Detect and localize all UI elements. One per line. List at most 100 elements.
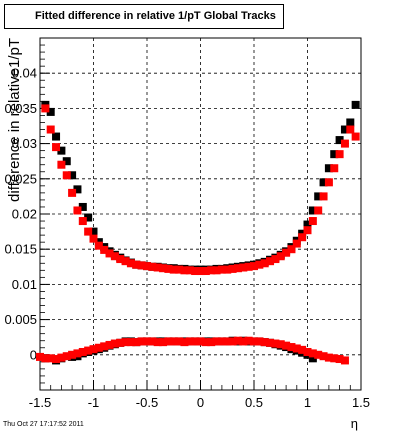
data-point <box>292 344 301 353</box>
data-point <box>185 337 194 346</box>
data-point <box>319 352 328 361</box>
y-tick-label: 0.025 <box>4 171 37 186</box>
y-tick-labels: 0 0.005 0.01 0.015 0.02 0.025 0.03 0.035 0.04 <box>4 66 37 363</box>
data-point <box>121 257 130 266</box>
data-point <box>324 164 333 173</box>
data-point <box>175 337 184 346</box>
data-point <box>282 341 291 350</box>
y-tick-label: 0.035 <box>4 101 37 116</box>
x-tick-label: 1 <box>304 395 311 410</box>
data-point <box>212 337 221 346</box>
data-point <box>228 337 237 346</box>
data-point <box>346 118 355 127</box>
data-point <box>223 337 232 346</box>
data-point <box>260 338 269 347</box>
data-point <box>84 213 93 222</box>
data-point <box>244 336 253 345</box>
data-point <box>52 355 61 364</box>
data-point <box>137 261 146 270</box>
data-point <box>340 125 349 134</box>
data-point <box>159 338 168 347</box>
data-point <box>314 206 323 215</box>
x-tick-label: 0.5 <box>245 395 263 410</box>
data-point <box>271 339 280 348</box>
data-point <box>255 337 264 346</box>
y-tick-label: 0.03 <box>12 136 37 151</box>
data-point <box>191 337 200 346</box>
data-point <box>308 217 317 226</box>
data-point <box>308 206 317 215</box>
data-point <box>121 338 130 347</box>
data-point <box>180 266 189 275</box>
data-point <box>276 340 285 349</box>
data-point <box>314 192 323 201</box>
data-point <box>84 227 93 236</box>
data-point <box>62 352 71 361</box>
data-point <box>94 241 103 250</box>
data-point <box>132 338 141 347</box>
data-point <box>255 260 264 269</box>
data-point <box>233 264 242 273</box>
data-point <box>41 104 50 113</box>
data-point <box>351 100 360 109</box>
data-point <box>36 352 44 361</box>
x-tick-label: 1.5 <box>352 395 370 410</box>
data-point <box>276 252 285 261</box>
data-point <box>330 150 339 159</box>
data-point <box>287 343 296 352</box>
data-point <box>116 338 125 347</box>
data-point <box>250 262 258 271</box>
data-point <box>201 338 210 347</box>
data-point <box>180 338 189 347</box>
data-point <box>89 234 98 243</box>
data-point <box>324 178 333 187</box>
data-point <box>100 342 109 351</box>
data-point <box>330 354 339 363</box>
data-point <box>250 337 258 346</box>
timestamp: Thu Oct 27 17:17:52 2011 <box>3 421 84 428</box>
data-point <box>52 132 61 141</box>
data-point <box>57 146 66 155</box>
data-point <box>340 139 349 148</box>
data-point <box>148 262 157 271</box>
data-point <box>46 107 55 116</box>
data-point <box>196 267 205 276</box>
data-point <box>126 259 135 268</box>
data-point <box>164 337 173 346</box>
data-point <box>292 239 301 248</box>
data-point <box>324 353 333 362</box>
data-point <box>89 345 98 354</box>
data-point <box>223 265 232 274</box>
data-point <box>94 343 103 352</box>
data-point <box>78 202 87 211</box>
data-point <box>266 338 275 347</box>
data-point <box>308 354 317 363</box>
data-point <box>239 337 248 346</box>
data-point <box>153 338 162 347</box>
data-point <box>351 132 360 141</box>
data-point <box>84 346 93 355</box>
data-point <box>169 265 178 274</box>
data-point <box>78 347 87 356</box>
data-point <box>319 178 328 187</box>
data-point <box>303 226 312 235</box>
data-point <box>78 217 87 226</box>
data-point <box>314 350 323 359</box>
data-point <box>164 264 173 273</box>
data-point <box>73 185 82 194</box>
data-point <box>57 160 66 169</box>
data-point <box>105 249 114 258</box>
data-point <box>132 260 141 269</box>
data-point <box>335 150 344 159</box>
data-point <box>308 349 317 358</box>
data-point <box>148 337 157 346</box>
data-point <box>239 263 248 272</box>
data-point <box>303 347 312 356</box>
data-point <box>212 266 221 275</box>
chart-title: Fitted difference in relative 1/pT Globa… <box>4 4 284 29</box>
data-point <box>346 125 355 134</box>
y-tick-label: 0.015 <box>4 242 37 257</box>
data-point <box>244 262 253 271</box>
data-point <box>105 340 114 349</box>
